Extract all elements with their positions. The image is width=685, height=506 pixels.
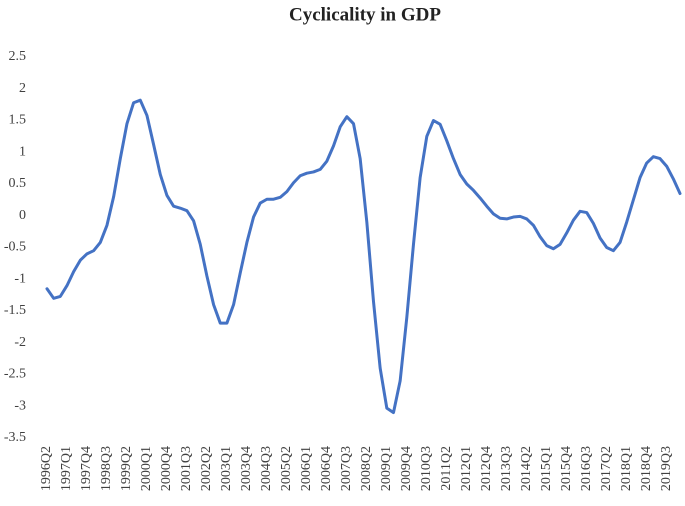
x-tick-label: 2000Q1 [139,446,154,491]
x-tick-label: 2007Q3 [339,446,354,491]
x-tick-label: 2019Q3 [659,446,674,491]
x-tick-label: 2010Q3 [419,446,434,491]
x-tick-label: 1997Q4 [79,446,94,491]
x-tick-label: 2000Q4 [159,446,174,491]
x-tick-label: 2011Q2 [439,446,454,491]
x-tick-label: 2018Q1 [619,446,634,491]
x-tick-label: 2015Q4 [559,446,574,491]
y-tick-label: -1.5 [4,303,26,318]
x-tick-label: 2004Q3 [259,446,274,491]
y-tick-label: 0 [19,208,26,223]
x-tick-label: 2005Q2 [279,446,294,491]
x-tick-label: 2012Q4 [479,446,494,491]
y-tick-label: 1 [19,144,26,159]
x-tick-label: 1996Q2 [39,446,54,491]
x-tick-label: 2006Q1 [299,446,314,491]
chart-title: Cyclicality in GDP [289,4,441,25]
x-tick-label: 1997Q1 [59,446,74,491]
y-tick-label: -2 [14,335,26,350]
y-tick-label: 2.5 [9,49,27,64]
x-tick-label: 2012Q1 [459,446,474,491]
x-tick-label: 2003Q4 [239,446,254,491]
x-tick-label: 2009Q1 [379,446,394,491]
y-tick-label: 0.5 [9,176,27,191]
x-tick-label: 2009Q4 [399,446,414,491]
x-tick-label: 2006Q4 [319,446,334,491]
x-tick-label: 2008Q2 [359,446,374,491]
y-tick-label: 1.5 [9,113,27,128]
y-tick-label: -3.5 [4,430,26,445]
y-tick-label: 2 [19,81,26,96]
y-tick-label: -0.5 [4,240,26,255]
x-tick-label: 2002Q2 [199,446,214,491]
x-tick-label: 2015Q1 [539,446,554,491]
x-tick-label: 2013Q3 [499,446,514,491]
y-tick-label: -3 [14,398,26,413]
x-tick-label: 2001Q3 [179,446,194,491]
x-tick-label: 2014Q2 [519,446,534,491]
x-tick-label: 2018Q4 [639,446,654,491]
x-tick-label: 2003Q1 [219,446,234,491]
y-tick-label: -1 [14,271,26,286]
x-tick-label: 2017Q2 [599,446,614,491]
x-tick-label: 1999Q2 [119,446,134,491]
y-tick-label: -2.5 [4,367,26,382]
data-line [45,98,682,415]
x-tick-label: 1998Q3 [99,446,114,491]
x-tick-label: 2016Q3 [579,446,594,491]
